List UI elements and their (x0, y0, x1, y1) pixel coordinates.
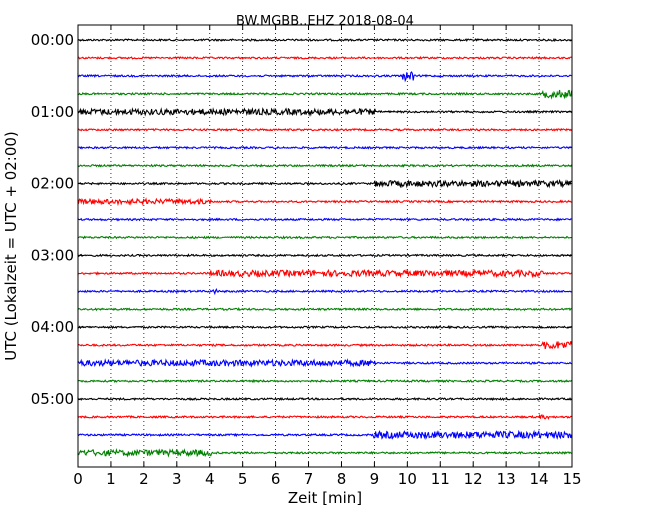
trace-0030 (77, 71, 572, 83)
trace-0515 (77, 413, 572, 420)
trace-0445 (77, 378, 573, 384)
trace-line (77, 307, 572, 312)
x-tick-label: 9 (370, 470, 380, 488)
trace-0145 (77, 163, 573, 168)
x-tick-label: 1 (106, 470, 116, 488)
plot-frame (77, 24, 573, 468)
trace-line (77, 378, 573, 384)
trace-line (77, 447, 572, 458)
trace-0545 (77, 447, 572, 458)
trace-line (77, 396, 572, 402)
trace-0130 (77, 145, 573, 150)
x-ticks: 0 1 2 3 4 5 6 7 8 9 10 11 12 13 14 15 (73, 25, 582, 488)
trace-line (77, 429, 573, 441)
trace-0100 (77, 107, 573, 117)
x-axis-label: Zeit [min] (288, 489, 362, 507)
y-tick-label: 03:00 (31, 246, 74, 264)
trace-line (77, 145, 573, 150)
trace-0015 (77, 55, 572, 60)
trace-0330 (77, 288, 572, 296)
y-tick-label: 04:00 (31, 318, 74, 336)
trace-line (77, 340, 573, 350)
x-tick-label: 10 (398, 470, 417, 488)
x-tick-label: 12 (464, 470, 483, 488)
trace-0230 (77, 217, 572, 222)
chart-title: BW.MGBB..EHZ 2018-08-04 (236, 14, 414, 29)
trace-0200 (77, 178, 572, 189)
trace-0500 (77, 396, 572, 402)
trace-line (77, 163, 573, 168)
x-tick-label: 11 (431, 470, 450, 488)
trace-0115 (77, 127, 573, 132)
x-tick-label: 6 (271, 470, 281, 488)
y-tick-label: 02:00 (31, 175, 74, 193)
trace-0415 (77, 340, 573, 350)
seismic-traces (77, 37, 573, 458)
x-tick-label: 5 (238, 470, 248, 488)
trace-0430 (77, 358, 572, 368)
trace-0245 (77, 235, 572, 240)
x-tick-label: 15 (562, 470, 581, 488)
trace-line (77, 178, 572, 189)
trace-line (77, 325, 572, 330)
x-tick-label: 14 (530, 470, 549, 488)
y-tick-label: 05:00 (31, 390, 74, 408)
x-tick-label: 7 (304, 470, 314, 488)
trace-0000 (77, 37, 572, 43)
trace-line (77, 252, 572, 258)
trace-line (77, 55, 572, 60)
trace-line (77, 71, 572, 83)
trace-line (77, 268, 572, 279)
trace-line (77, 413, 572, 420)
trace-line (77, 217, 572, 222)
trace-line (77, 89, 573, 100)
trace-line (77, 358, 572, 368)
trace-0345 (77, 307, 572, 312)
x-tick-label: 13 (497, 470, 516, 488)
trace-line (77, 107, 573, 117)
trace-line (77, 127, 573, 132)
y-tick-label: 00:00 (31, 31, 74, 49)
x-tick-label: 0 (73, 470, 83, 488)
y-tick-label: 01:00 (31, 103, 74, 121)
x-tick-label: 3 (172, 470, 182, 488)
trace-line (77, 37, 572, 43)
trace-0315 (77, 268, 572, 279)
trace-0400 (77, 325, 572, 330)
grid-lines (110, 25, 540, 467)
x-tick-label: 8 (337, 470, 347, 488)
trace-line (77, 197, 572, 207)
trace-0300 (77, 252, 572, 258)
trace-0215 (77, 197, 572, 207)
y-axis-label: UTC (Lokalzeit = UTC + 02:00) (2, 131, 20, 361)
x-tick-label: 2 (139, 470, 149, 488)
x-tick-label: 4 (205, 470, 215, 488)
y-ticks: 00:00 01:00 02:00 03:00 04:00 05:00 (31, 31, 572, 408)
trace-line (77, 288, 572, 296)
trace-0530 (77, 429, 573, 441)
trace-0045 (77, 89, 573, 100)
trace-line (77, 235, 572, 240)
